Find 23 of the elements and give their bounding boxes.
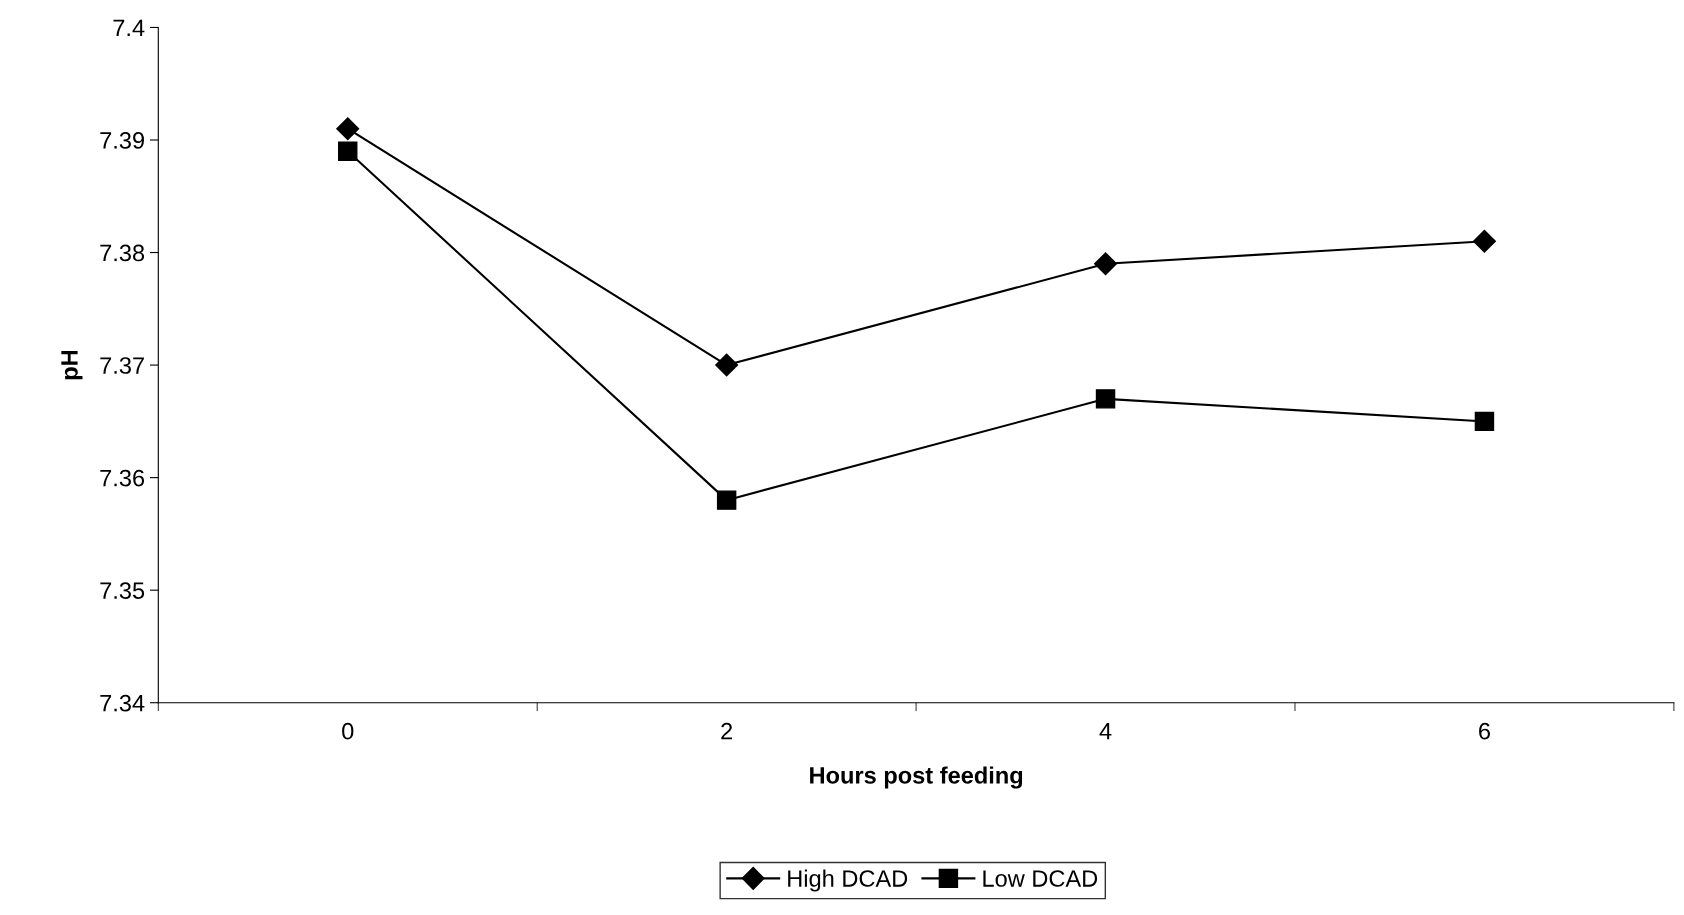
y-tick-label: 7.36 (100, 469, 145, 487)
point (338, 141, 358, 161)
y-tick-label: 7.39 (100, 132, 144, 149)
point (1474, 411, 1495, 432)
x-tick-label: 6 (1479, 722, 1490, 740)
point (1472, 229, 1497, 254)
y-tick-label: 7.4 (113, 19, 145, 37)
x-tick-label: 0 (342, 722, 354, 740)
x-tick-label: 4 (1099, 723, 1112, 740)
point (1095, 389, 1116, 409)
point (714, 353, 739, 377)
y-tick-label: 7.35 (100, 582, 145, 599)
point (1093, 252, 1118, 276)
point (335, 116, 360, 141)
y-tick-label: 7.37 (100, 357, 144, 374)
legend-label: Low DCAD (983, 870, 1098, 887)
x-axis-title: Hours post feeding (810, 766, 1023, 789)
x-tick-label: 2 (721, 722, 733, 740)
y-tick-label: 7.34 (100, 694, 145, 712)
point (716, 490, 737, 510)
y-axis-title: pH (61, 350, 83, 380)
y-tick-label: 7.38 (100, 244, 145, 262)
legend-label: High DCAD (788, 869, 908, 892)
